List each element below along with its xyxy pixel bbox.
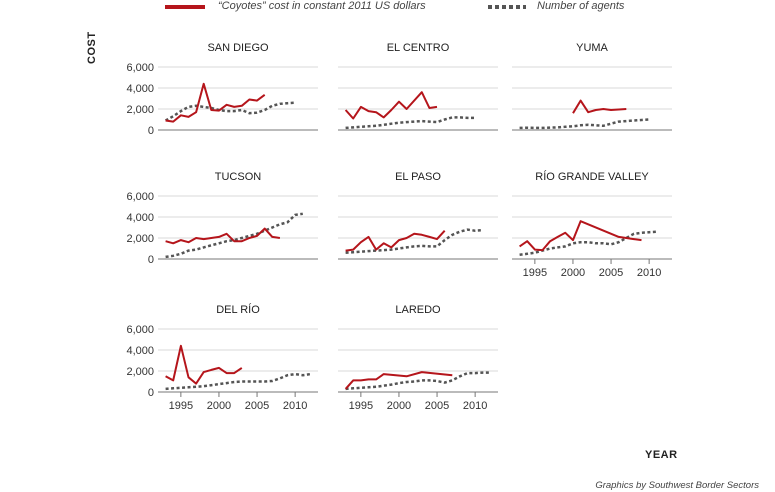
panel-r-o-grande-valley: RÍO GRANDE VALLEY 1995 2000 2005 2010	[512, 170, 672, 279]
x-tick-label: 1995	[523, 267, 547, 279]
legend: “Coyotes” cost in constant 2011 US dolla…	[0, 0, 775, 20]
x-tick-label: 1995	[349, 400, 373, 412]
y-tick-label: 4,000	[126, 212, 154, 224]
cost-line	[519, 220, 642, 252]
agents-line	[165, 372, 311, 391]
panel-title: TUCSON	[215, 171, 262, 183]
y-tick-label: 0	[148, 125, 154, 137]
y-tick-label: 0	[148, 254, 154, 266]
y-tick-label: 2,000	[126, 104, 154, 116]
y-tick-label: 0	[148, 387, 154, 399]
panel-yuma: YUMA	[512, 42, 672, 131]
y-tick-label: 2,000	[126, 366, 154, 378]
y-tick-label: 6,000	[126, 62, 154, 74]
x-tick-label: 2000	[561, 267, 585, 279]
cost-line	[165, 344, 243, 385]
x-tick-label: 2005	[425, 400, 449, 412]
y-tick-label: 6,000	[126, 191, 154, 203]
credit-text: Graphics by Southwest Border Sectors	[595, 480, 759, 491]
agents-line	[345, 228, 483, 254]
x-tick-label: 2000	[207, 400, 231, 412]
agents-line	[519, 230, 657, 257]
panel-san-diego: SAN DIEGO 0 2,000 4,000 6,000	[126, 42, 318, 137]
cost-line	[165, 227, 281, 245]
x-tick-label: 2005	[245, 400, 269, 412]
x-tick-label: 2010	[463, 400, 487, 412]
cost-line	[165, 82, 266, 123]
agents-line	[519, 118, 650, 130]
panel-title: LAREDO	[395, 304, 441, 316]
y-tick-label: 2,000	[126, 233, 154, 245]
x-tick-label: 2005	[599, 267, 623, 279]
x-tick-label: 1995	[169, 400, 193, 412]
legend-agents-label: Number of agents	[537, 0, 625, 12]
panel-tucson: TUCSON 0 2,000 4,000 6,000	[126, 171, 318, 266]
panel-title: DEL RÍO	[216, 303, 260, 316]
x-tick-label: 2010	[283, 400, 307, 412]
panel-title: RÍO GRANDE VALLEY	[535, 170, 649, 183]
panel-el-paso: EL PASO	[338, 171, 498, 260]
agents-line	[165, 212, 303, 259]
x-axis-label: YEAR	[645, 449, 678, 461]
panel-title: EL PASO	[395, 171, 441, 183]
cost-line	[344, 371, 453, 390]
agents-line	[345, 371, 491, 391]
panel-title: EL CENTRO	[387, 42, 450, 54]
y-tick-label: 4,000	[126, 345, 154, 357]
cost-line	[572, 99, 627, 114]
panel-el-centro: EL CENTRO	[338, 42, 498, 131]
x-tick-label: 2000	[387, 400, 411, 412]
panel-title: YUMA	[576, 42, 608, 54]
panel-del-r-o: DEL RÍO 0 2,000 4,000 6,000 1995 2000 2005 2010	[126, 303, 318, 412]
legend-cost-label: “Coyotes” cost in constant 2011 US dolla…	[218, 0, 426, 12]
cost-line	[345, 230, 446, 252]
x-tick-label: 2010	[637, 267, 661, 279]
panel-laredo: LAREDO 1995 2000 2005 2010	[338, 304, 498, 412]
panel-title: SAN DIEGO	[207, 42, 269, 54]
y-axis-label: COST	[86, 31, 98, 64]
y-tick-label: 6,000	[126, 324, 154, 336]
y-tick-label: 4,000	[126, 83, 154, 95]
agents-line	[345, 116, 476, 130]
cost-line	[344, 91, 438, 120]
small-multiples-chart: SAN DIEGO 0 2,000 4,000 6,000 EL CENTRO YUMA TU…	[126, 42, 672, 412]
